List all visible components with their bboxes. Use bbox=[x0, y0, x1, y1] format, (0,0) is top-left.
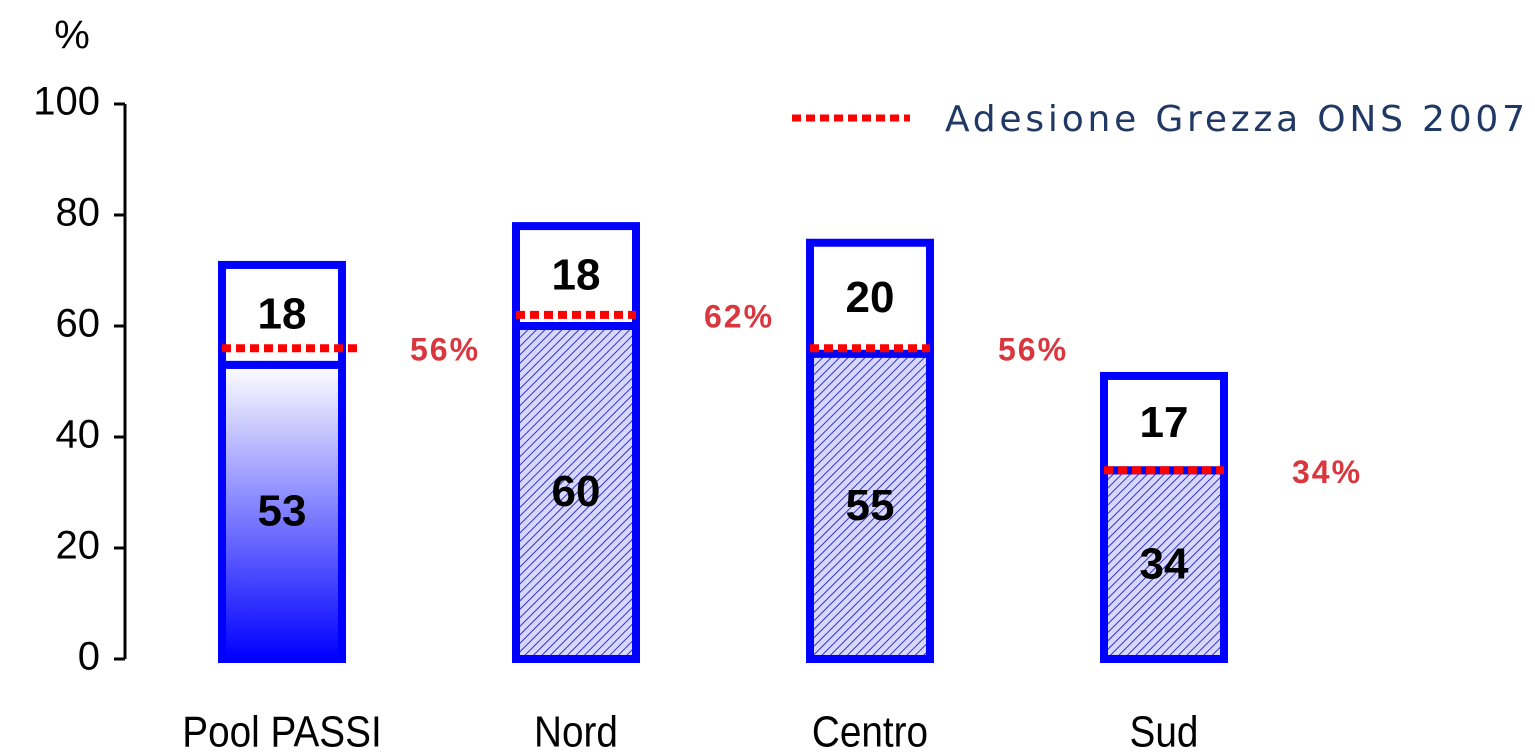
value-label: 17 bbox=[1140, 398, 1189, 447]
value-label: 60 bbox=[552, 467, 601, 516]
bar-segment bbox=[1100, 371, 1228, 475]
bar-segment bbox=[218, 360, 346, 663]
y-tick-label: 60 bbox=[56, 302, 101, 346]
reference-label: 56% bbox=[410, 332, 480, 368]
bar-segment bbox=[512, 222, 640, 331]
value-label: 34 bbox=[1140, 539, 1189, 588]
value-label: 20 bbox=[846, 273, 895, 322]
bar-segment bbox=[806, 238, 934, 358]
x-tick-label: Pool PASSI bbox=[182, 706, 381, 756]
value-label: 18 bbox=[258, 290, 307, 339]
legend-label: Adesione Grezza ONS 2007 bbox=[945, 99, 1525, 140]
reference-label: 56% bbox=[998, 332, 1068, 368]
x-tick-label: Sud bbox=[1130, 706, 1199, 756]
x-tick-label: Nord bbox=[534, 706, 618, 756]
y-tick-label: 20 bbox=[56, 524, 101, 568]
reference-label: 34% bbox=[1292, 454, 1362, 490]
value-label: 53 bbox=[258, 487, 307, 536]
y-tick-label: 80 bbox=[56, 191, 101, 235]
y-tick-label: 0 bbox=[78, 635, 100, 679]
y-axis-label: % bbox=[54, 14, 90, 58]
bar-segment bbox=[806, 349, 934, 663]
y-tick-label: 100 bbox=[33, 80, 100, 124]
reference-label: 62% bbox=[704, 298, 774, 334]
y-tick-label: 40 bbox=[56, 413, 101, 457]
value-label: 18 bbox=[552, 251, 601, 300]
bar-segment bbox=[1100, 466, 1228, 663]
value-label: 55 bbox=[846, 481, 895, 530]
x-tick-label: Centro bbox=[812, 706, 928, 756]
